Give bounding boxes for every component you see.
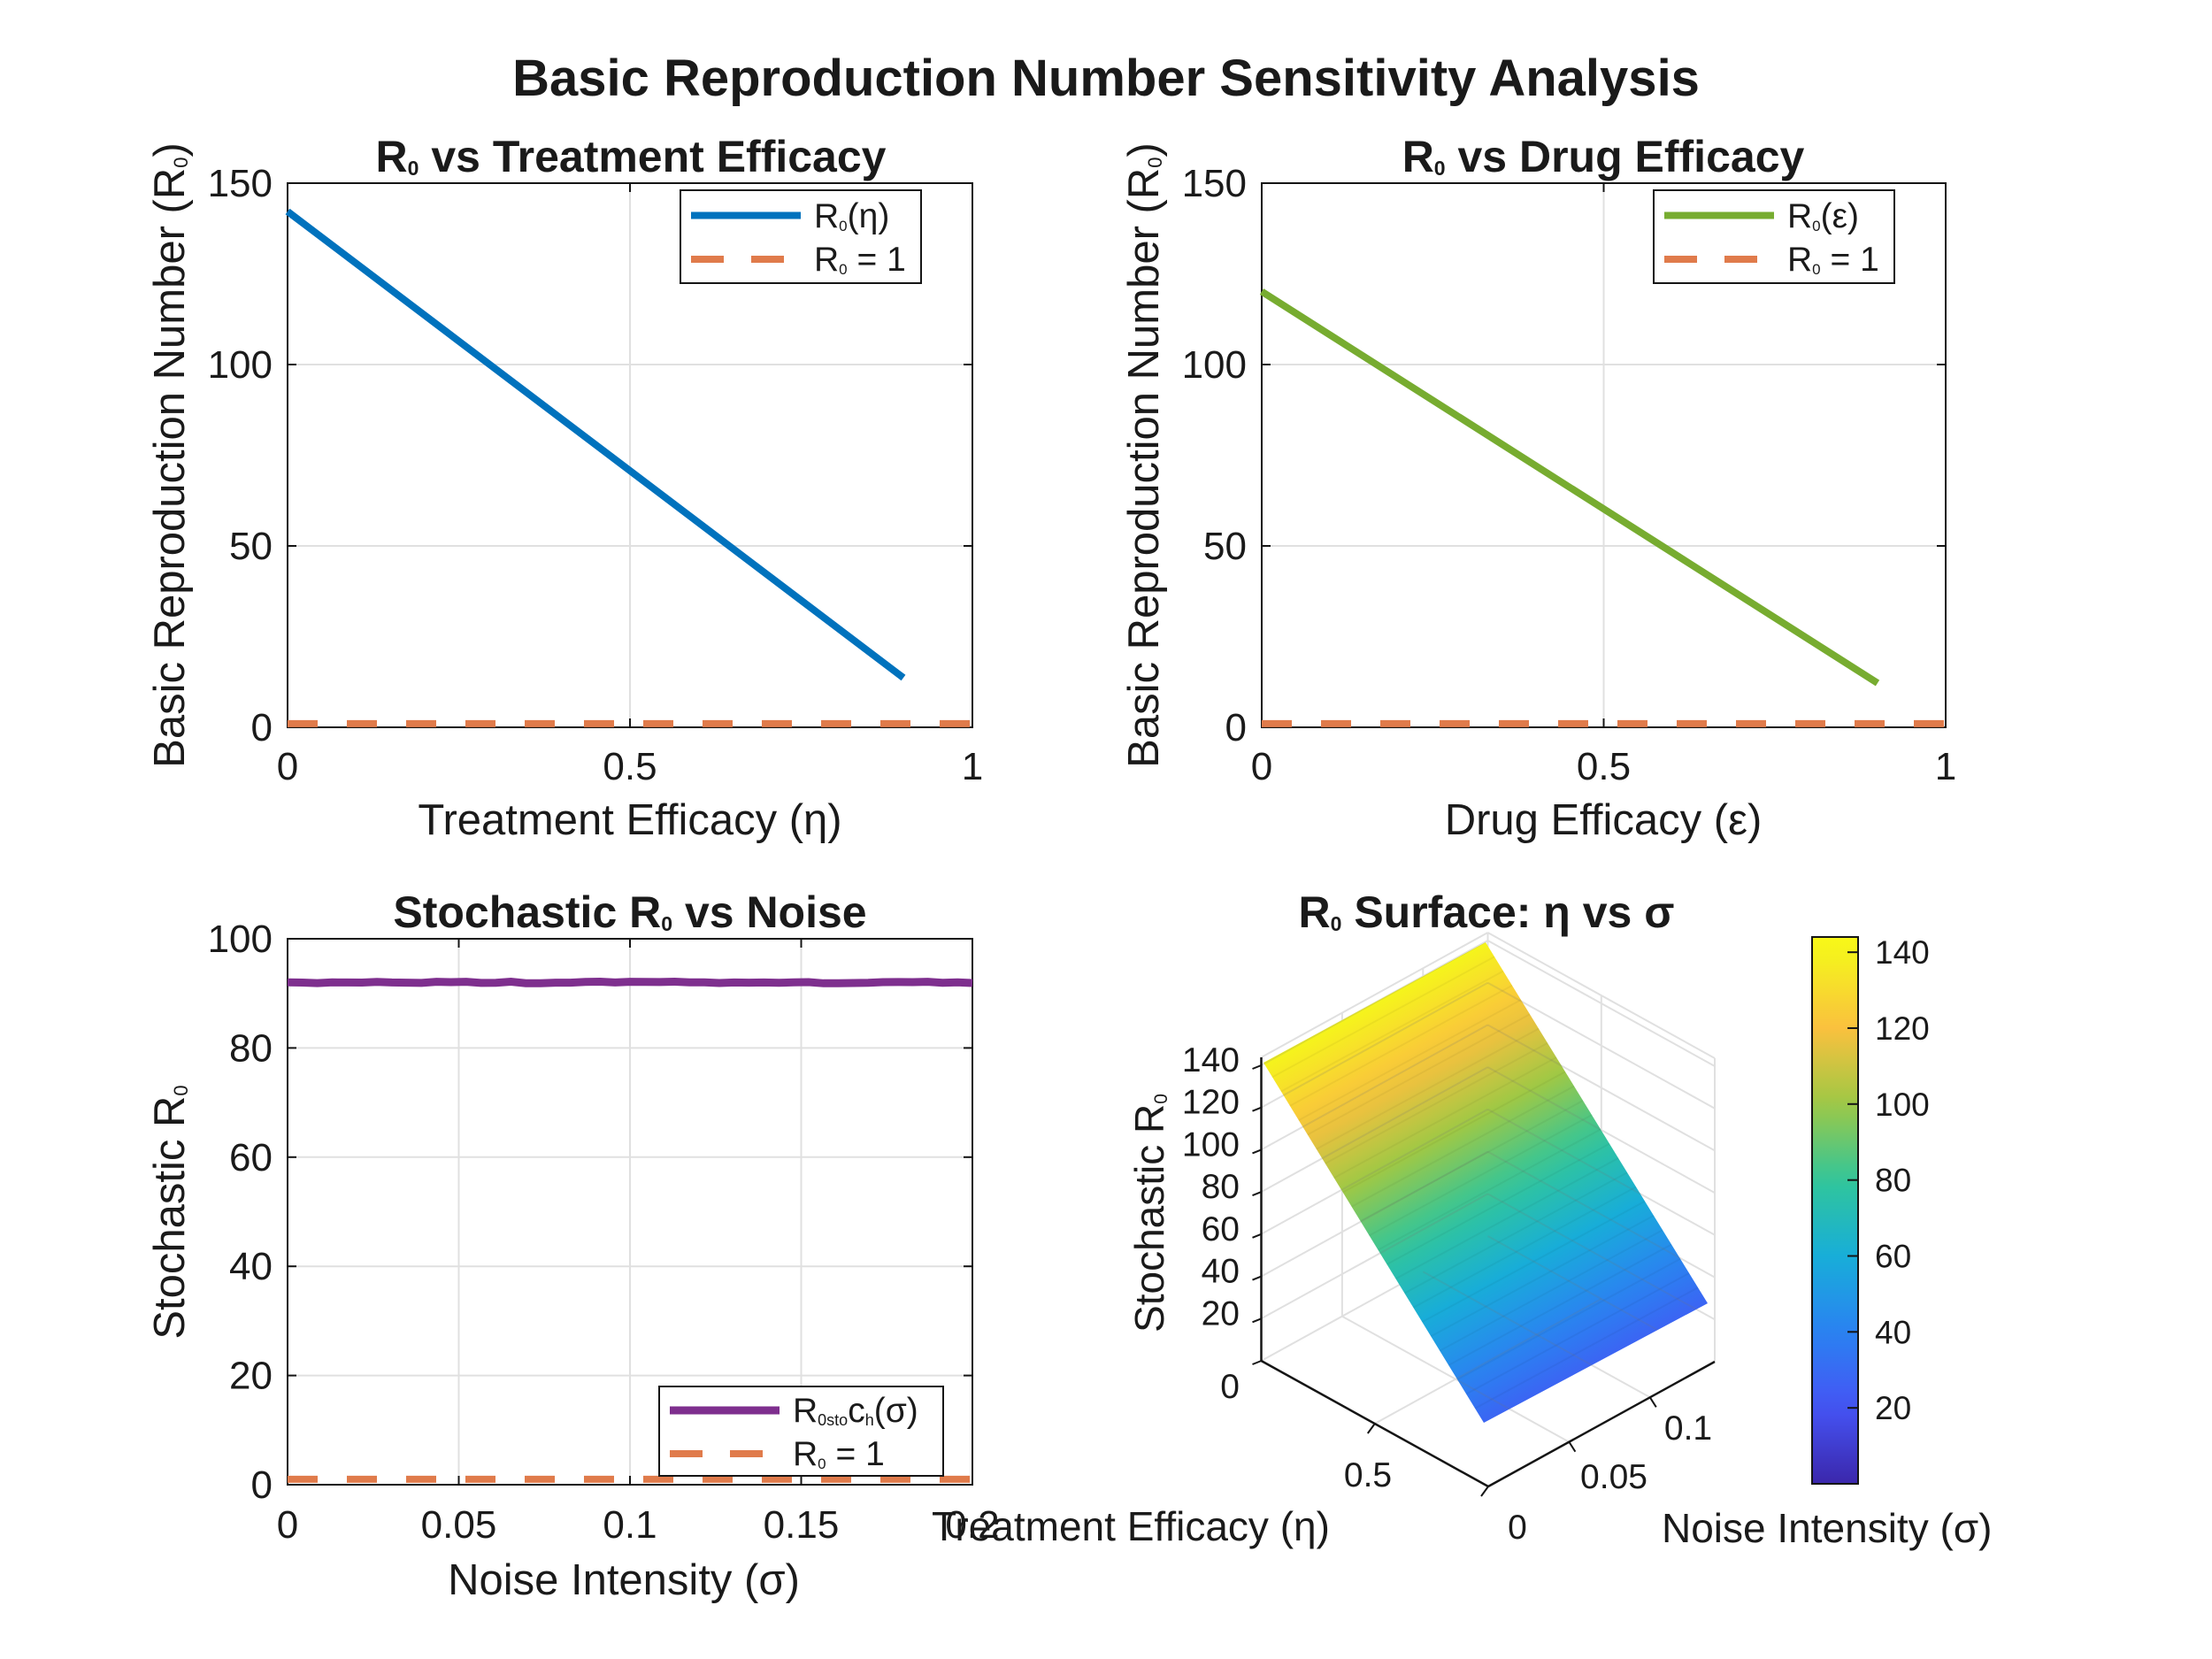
svg-text:0: 0 xyxy=(1508,1509,1527,1547)
svg-text:120: 120 xyxy=(1182,1084,1240,1122)
svg-text:R0 = 1: R0 = 1 xyxy=(793,1435,885,1473)
svg-text:0: 0 xyxy=(277,745,298,788)
svg-text:R0 Surface: η vs σ: R0 Surface: η vs σ xyxy=(1299,887,1675,937)
svg-text:R0(ε): R0(ε) xyxy=(1787,197,1859,235)
svg-text:100: 100 xyxy=(208,918,273,961)
svg-text:R0 vs Treatment Efficacy: R0 vs Treatment Efficacy xyxy=(376,132,887,181)
svg-text:100: 100 xyxy=(208,343,273,387)
svg-text:40: 40 xyxy=(1202,1253,1240,1291)
svg-text:120: 120 xyxy=(1875,1010,1930,1047)
svg-text:Basic Reproduction Number (R0): Basic Reproduction Number (R0) xyxy=(146,142,194,768)
svg-text:100: 100 xyxy=(1182,343,1247,387)
svg-text:80: 80 xyxy=(1202,1168,1240,1206)
svg-text:20: 20 xyxy=(229,1355,273,1398)
svg-text:Basic Reproduction Number Sens: Basic Reproduction Number Sensitivity An… xyxy=(512,50,1700,107)
svg-text:0: 0 xyxy=(1251,745,1272,788)
svg-text:60: 60 xyxy=(1202,1210,1240,1248)
svg-text:Treatment Efficacy (η): Treatment Efficacy (η) xyxy=(932,1503,1330,1549)
svg-text:Stochastic R0: Stochastic R0 xyxy=(1126,1094,1172,1333)
svg-text:0.15: 0.15 xyxy=(764,1503,840,1547)
svg-text:150: 150 xyxy=(208,162,273,205)
svg-text:Noise Intensity (σ): Noise Intensity (σ) xyxy=(448,1556,800,1604)
svg-text:Stochastic R0 vs Noise: Stochastic R0 vs Noise xyxy=(393,887,866,937)
svg-text:0: 0 xyxy=(251,706,273,749)
svg-text:0: 0 xyxy=(1220,1368,1240,1406)
svg-text:0.1: 0.1 xyxy=(1664,1409,1712,1448)
svg-text:0.5: 0.5 xyxy=(603,745,657,788)
svg-text:140: 140 xyxy=(1182,1041,1240,1079)
svg-text:40: 40 xyxy=(229,1245,273,1288)
svg-text:80: 80 xyxy=(229,1026,273,1070)
svg-text:R0(η): R0(η) xyxy=(814,197,889,235)
svg-text:60: 60 xyxy=(1875,1239,1911,1275)
svg-text:50: 50 xyxy=(1203,525,1247,568)
svg-text:0.1: 0.1 xyxy=(603,1503,657,1547)
svg-text:0.5: 0.5 xyxy=(1577,745,1631,788)
svg-text:0: 0 xyxy=(1225,706,1247,749)
svg-text:140: 140 xyxy=(1875,934,1930,971)
svg-text:1: 1 xyxy=(1935,745,1956,788)
svg-text:50: 50 xyxy=(229,525,273,568)
svg-text:Basic Reproduction Number (R0): Basic Reproduction Number (R0) xyxy=(1120,142,1168,768)
svg-text:0: 0 xyxy=(251,1463,273,1507)
svg-text:60: 60 xyxy=(229,1136,273,1179)
svg-text:Stochastic R0: Stochastic R0 xyxy=(146,1085,194,1339)
svg-text:100: 100 xyxy=(1182,1125,1240,1164)
svg-text:R0stoch(σ): R0stoch(σ) xyxy=(793,1392,918,1430)
svg-text:1: 1 xyxy=(962,745,983,788)
svg-text:100: 100 xyxy=(1875,1087,1930,1123)
svg-text:Noise Intensity (σ): Noise Intensity (σ) xyxy=(1662,1505,1993,1551)
svg-text:R0 vs Drug Efficacy: R0 vs Drug Efficacy xyxy=(1402,132,1805,181)
svg-text:Treatment Efficacy (η): Treatment Efficacy (η) xyxy=(418,796,841,844)
svg-text:0.2: 0.2 xyxy=(945,1503,999,1547)
svg-text:0: 0 xyxy=(277,1503,298,1547)
svg-text:Drug Efficacy (ε): Drug Efficacy (ε) xyxy=(1445,796,1763,844)
svg-text:40: 40 xyxy=(1875,1314,1911,1350)
svg-text:0.5: 0.5 xyxy=(1344,1456,1392,1494)
svg-text:20: 20 xyxy=(1875,1390,1911,1426)
svg-text:80: 80 xyxy=(1875,1163,1911,1199)
svg-text:R0 = 1: R0 = 1 xyxy=(1787,241,1879,279)
svg-text:0.05: 0.05 xyxy=(1580,1458,1647,1496)
svg-text:150: 150 xyxy=(1182,162,1247,205)
svg-text:0.05: 0.05 xyxy=(421,1503,497,1547)
svg-text:20: 20 xyxy=(1202,1294,1240,1333)
svg-text:R0 = 1: R0 = 1 xyxy=(814,241,906,279)
